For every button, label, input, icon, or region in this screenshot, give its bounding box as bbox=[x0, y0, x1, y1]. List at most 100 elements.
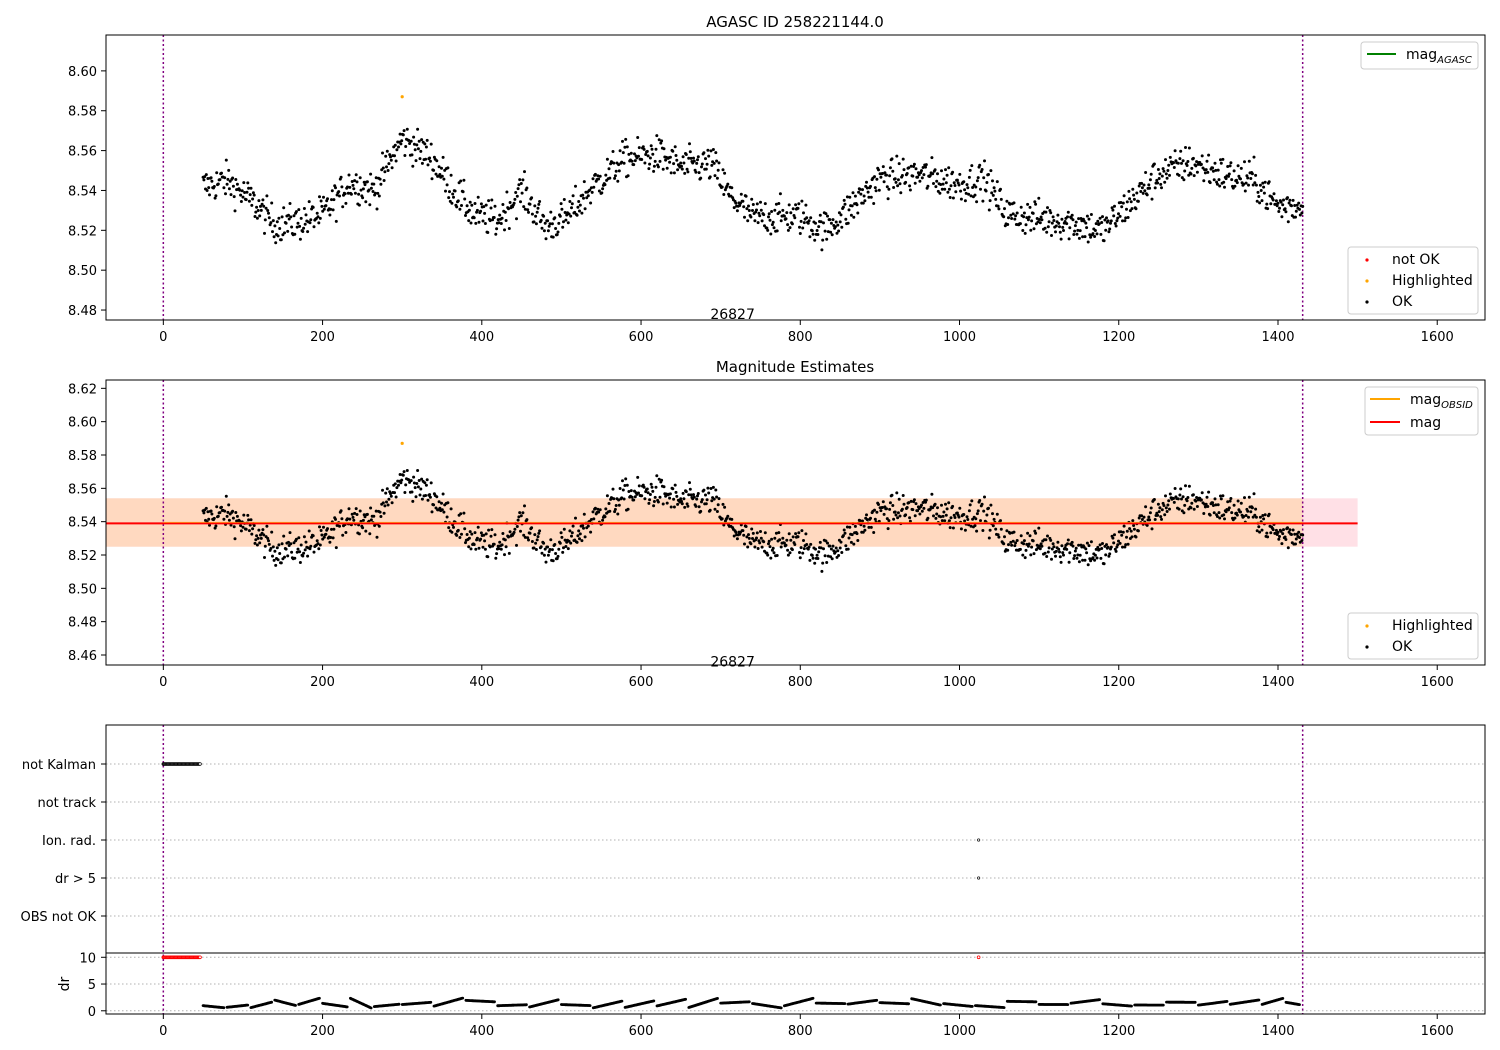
ok-point bbox=[560, 207, 564, 211]
ok-point bbox=[385, 500, 388, 504]
ok-point bbox=[858, 187, 862, 191]
ok-point bbox=[476, 525, 480, 529]
ok-point bbox=[570, 202, 574, 206]
ok-point bbox=[1070, 213, 1074, 217]
ok-point bbox=[882, 180, 886, 184]
ok-point bbox=[428, 495, 432, 499]
ok-point bbox=[996, 204, 1000, 208]
ok-point bbox=[1073, 549, 1077, 553]
ok-point bbox=[354, 173, 358, 177]
ok-point bbox=[289, 542, 293, 546]
ok-point bbox=[526, 208, 530, 212]
ok-point bbox=[672, 497, 676, 501]
ok-point bbox=[877, 188, 881, 192]
ok-point bbox=[580, 539, 584, 543]
ok-point bbox=[785, 211, 789, 215]
ok-point bbox=[834, 220, 838, 224]
ok-point bbox=[947, 187, 951, 191]
ok-point bbox=[365, 180, 369, 184]
ok-point bbox=[353, 191, 357, 195]
ok-point bbox=[534, 222, 538, 226]
ok-point bbox=[1045, 230, 1049, 234]
ok-point bbox=[542, 229, 546, 233]
ok-point bbox=[680, 499, 683, 503]
ok-point bbox=[598, 174, 602, 178]
ok-point bbox=[769, 556, 773, 560]
ok-point bbox=[743, 215, 746, 219]
ok-point bbox=[1058, 230, 1062, 234]
ok-point bbox=[1186, 496, 1190, 499]
ok-point bbox=[1034, 202, 1038, 206]
ok-point bbox=[1109, 221, 1112, 225]
ok-point bbox=[203, 175, 207, 179]
ok-point bbox=[1114, 549, 1118, 553]
ok-point bbox=[550, 548, 554, 552]
ok-point bbox=[582, 526, 585, 530]
ok-point bbox=[839, 213, 843, 217]
ok-point bbox=[683, 505, 687, 509]
ok-point bbox=[828, 218, 832, 222]
ok-point bbox=[1142, 515, 1146, 519]
ok-point bbox=[1110, 206, 1114, 210]
ok-point bbox=[1282, 528, 1285, 532]
ok-point bbox=[900, 174, 904, 177]
ok-point bbox=[1179, 149, 1183, 153]
dr-point bbox=[1066, 1003, 1070, 1006]
ok-point bbox=[1177, 507, 1181, 511]
ok-point bbox=[624, 477, 628, 481]
ok-point bbox=[800, 199, 804, 203]
x-tick-label: 400 bbox=[469, 675, 494, 690]
ok-point bbox=[1099, 232, 1103, 236]
ok-point bbox=[298, 237, 302, 241]
ok-point bbox=[920, 503, 923, 507]
ok-point bbox=[413, 148, 417, 152]
ok-point bbox=[946, 190, 950, 194]
ok-point bbox=[830, 233, 834, 237]
ok-point bbox=[947, 501, 951, 505]
ok-point bbox=[1044, 210, 1048, 214]
ok-point bbox=[640, 494, 644, 498]
dr-point bbox=[369, 1006, 373, 1010]
ok-point bbox=[1121, 545, 1124, 549]
ok-point bbox=[699, 176, 703, 180]
ok-point bbox=[331, 536, 335, 540]
ok-point bbox=[979, 519, 982, 523]
ok-point bbox=[804, 203, 808, 207]
ok-point bbox=[963, 199, 967, 203]
ok-point bbox=[716, 503, 720, 507]
ok-point bbox=[382, 511, 386, 515]
ok-point bbox=[588, 188, 592, 192]
ok-point bbox=[1162, 504, 1166, 507]
ok-point bbox=[287, 217, 291, 221]
ok-point bbox=[672, 162, 676, 166]
ok-point bbox=[954, 190, 958, 194]
ok-point bbox=[1150, 527, 1154, 531]
ok-point bbox=[700, 165, 703, 169]
ok-point bbox=[819, 220, 823, 224]
ok-point bbox=[352, 187, 356, 191]
ok-point bbox=[1159, 182, 1163, 186]
ok-point bbox=[1100, 221, 1104, 224]
ok-point bbox=[249, 518, 253, 522]
ok-point bbox=[624, 137, 628, 141]
ok-point bbox=[811, 232, 815, 236]
ok-point bbox=[1074, 220, 1078, 224]
ok-point bbox=[673, 483, 677, 487]
ok-point bbox=[1187, 146, 1191, 150]
ok-point bbox=[806, 221, 810, 225]
ok-point bbox=[834, 546, 838, 550]
x-tick-label: 800 bbox=[788, 330, 813, 345]
ok-point bbox=[1287, 201, 1291, 205]
ok-point bbox=[1172, 161, 1175, 165]
ok-point bbox=[390, 166, 394, 170]
ok-point bbox=[899, 191, 903, 195]
ok-point bbox=[1262, 191, 1266, 195]
ok-point bbox=[633, 495, 637, 499]
ok-point bbox=[346, 185, 349, 189]
ok-point bbox=[258, 214, 262, 218]
ok-point bbox=[416, 147, 420, 151]
ok-point bbox=[394, 495, 398, 499]
ok-point bbox=[1247, 495, 1251, 499]
ok-point bbox=[546, 219, 550, 223]
ok-point bbox=[1037, 526, 1041, 530]
